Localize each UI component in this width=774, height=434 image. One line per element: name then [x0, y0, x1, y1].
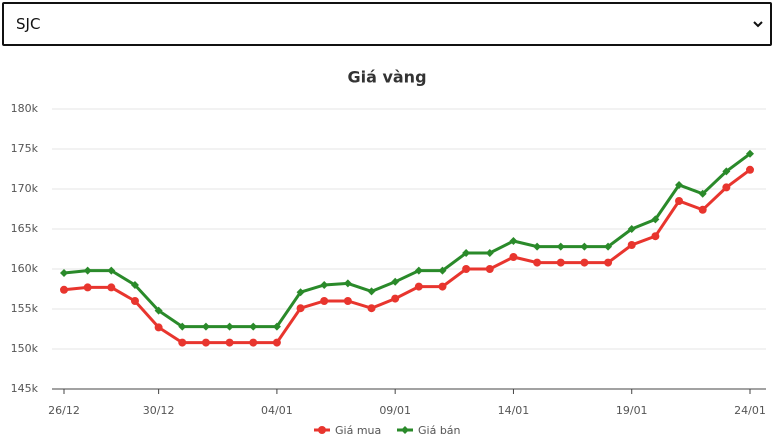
- point: [485, 249, 494, 257]
- point: [367, 287, 376, 296]
- point: [627, 241, 636, 249]
- chevron: [753, 21, 763, 28]
- point: [556, 242, 565, 251]
- point: [509, 253, 518, 261]
- point: [698, 189, 707, 198]
- series-line: [63, 168, 751, 345]
- dropdown-value: SJC: [16, 15, 41, 33]
- point: [462, 249, 471, 257]
- point: [296, 304, 305, 313]
- point: [391, 294, 400, 303]
- y-tick-label: 150k: [11, 342, 39, 355]
- point: [60, 285, 68, 294]
- point: [178, 338, 187, 347]
- point: [698, 205, 707, 214]
- point: [485, 265, 494, 273]
- point: [320, 281, 329, 289]
- point: [391, 277, 400, 286]
- point: [675, 181, 684, 189]
- point: [604, 242, 613, 251]
- point: [604, 258, 613, 267]
- point: [130, 297, 139, 305]
- point: [533, 242, 542, 251]
- x-tick-label: 04/01: [261, 404, 293, 417]
- point: [107, 266, 116, 275]
- point: [225, 322, 234, 331]
- point: [722, 183, 731, 192]
- point: [438, 266, 447, 275]
- point: [225, 338, 234, 347]
- point: [414, 282, 423, 291]
- y-tick-label: 145k: [11, 382, 39, 395]
- point: [722, 167, 731, 176]
- chart-title: Giá vàng: [347, 68, 426, 87]
- point: [533, 258, 542, 267]
- point: [60, 269, 68, 277]
- point: [343, 279, 352, 288]
- point: [401, 426, 409, 434]
- point: [83, 266, 92, 275]
- point: [130, 281, 139, 289]
- point: [249, 338, 258, 347]
- point: [318, 426, 326, 434]
- point: [580, 258, 589, 267]
- point: [83, 283, 92, 292]
- point: [343, 297, 352, 305]
- point: [651, 232, 660, 241]
- point: [509, 237, 518, 245]
- point: [367, 304, 376, 313]
- point: [580, 242, 589, 251]
- point: [438, 282, 447, 291]
- point: [178, 322, 187, 331]
- x-tick-label: 26/12: [48, 404, 80, 417]
- series-line: [63, 152, 751, 329]
- point: [107, 283, 116, 292]
- point: [201, 338, 210, 347]
- y-tick-label: 160k: [11, 262, 39, 275]
- dropdown[interactable]: SJC: [2, 2, 772, 46]
- y-tick-label: 180k: [11, 102, 39, 115]
- point: [272, 338, 281, 347]
- point: [154, 306, 163, 315]
- point: [627, 225, 636, 233]
- point: [651, 215, 660, 224]
- x-tick-label: 19/01: [616, 404, 648, 417]
- point: [201, 322, 210, 331]
- y-tick-label: 170k: [11, 182, 39, 195]
- point: [675, 197, 684, 205]
- x-tick-label: 14/01: [498, 404, 530, 417]
- y-tick-label: 165k: [11, 222, 39, 235]
- legend-label: Giá mua: [335, 424, 381, 434]
- point: [249, 322, 258, 331]
- x-tick-label: 30/12: [143, 404, 175, 417]
- x-tick-label: 09/01: [379, 404, 411, 417]
- point: [320, 297, 329, 305]
- point: [296, 288, 305, 297]
- point: [272, 322, 281, 331]
- x-tick-label: 24/01: [734, 404, 766, 417]
- point: [746, 165, 754, 174]
- point: [154, 323, 163, 332]
- y-tick-label: 175k: [11, 142, 39, 155]
- legend-label: Giá bán: [418, 424, 461, 434]
- point: [462, 265, 471, 273]
- y-tick-label: 155k: [11, 302, 39, 315]
- point: [414, 266, 423, 275]
- point: [556, 258, 565, 267]
- point: [746, 149, 754, 158]
